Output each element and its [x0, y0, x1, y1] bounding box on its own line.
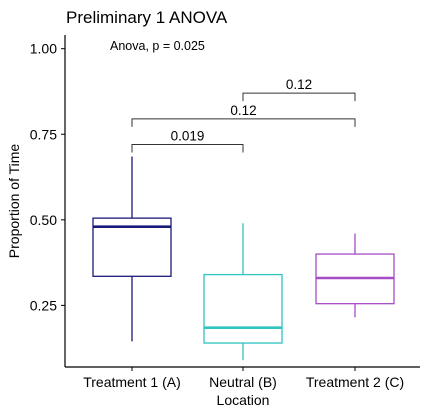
box-iqr: [92, 217, 172, 277]
y-tick-label: 0.75: [30, 126, 57, 142]
x-axis-title: Location: [217, 392, 270, 408]
y-tick-label: 0.25: [30, 297, 57, 313]
comparison-p-value: 0.019: [171, 129, 205, 144]
comparison-bracket: [242, 92, 356, 102]
x-tick-label: Treatment 1 (A): [83, 374, 181, 390]
y-tick-label: 0.50: [30, 212, 57, 228]
chart-title: Preliminary 1 ANOVA: [66, 8, 228, 27]
y-tick-label: 1.00: [30, 41, 57, 57]
box-iqr: [203, 273, 283, 344]
anova-annotation: Anova, p = 0.025: [110, 39, 205, 53]
plot-area: 0.25 0.50 0.75 1.00 Treatment 1 (A) Neutral (…: [30, 35, 420, 390]
comparison-bracket: [131, 118, 356, 127]
comparison-p-value: 0.12: [230, 103, 256, 118]
x-tick-label: Treatment 2 (C): [306, 374, 404, 390]
y-axis-title: Proportion of Time: [6, 144, 22, 259]
comparison-p-value: 0.12: [286, 77, 312, 92]
x-tick-label: Neutral (B): [209, 374, 277, 390]
comparison-bracket: [131, 144, 244, 153]
